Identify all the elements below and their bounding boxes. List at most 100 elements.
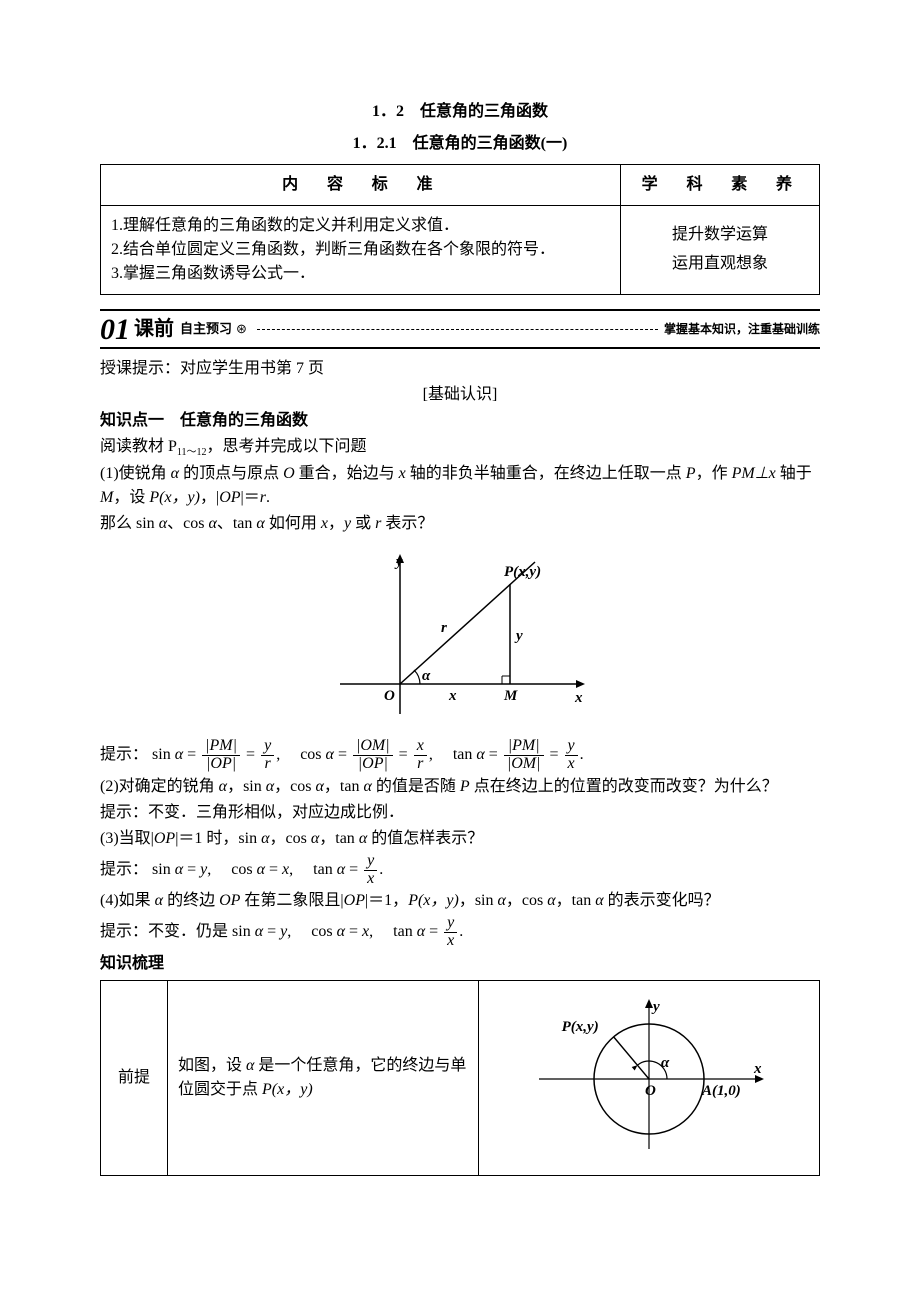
eq: =	[425, 923, 442, 940]
standards-table: 内 容 标 准 学 科 素 养 1.理解任意角的三角函数的定义并利用定义求值． …	[100, 164, 820, 295]
q4-text: 的表示变化吗？	[604, 892, 720, 909]
eq: =	[183, 861, 200, 878]
question-3: (3)当取|OP|＝1 时，sin α，cos α，tan α 的值怎样表示？	[100, 827, 820, 851]
knowledge-point-1: 知识点一 任意角的三角函数	[100, 409, 820, 433]
q4-text: |＝1，	[365, 892, 408, 909]
frac-OM-OP: |OM||OP|	[353, 738, 393, 773]
svg-text:O: O	[645, 1083, 656, 1099]
kb-row1-text: 如图，设 α 是一个任意角，它的终边与单位圆交于点 P(x，y)	[168, 980, 479, 1175]
sym-OP: OP	[154, 830, 175, 847]
question-2: (2)对确定的锐角 α，sin α，cos α，tan α 的值是否随 P 点在…	[100, 775, 820, 799]
eq: =	[183, 746, 200, 763]
sym-P: P	[460, 778, 470, 795]
sym-Pxy: P(x，y)	[262, 1081, 313, 1098]
answer-3: 提示： sin α = y, cos α = x, tan α = yx.	[100, 853, 820, 888]
comma: ,	[207, 861, 227, 878]
fn-tan: tan	[393, 923, 417, 940]
objective-1: 提升数学运算	[672, 226, 768, 243]
q1b-text: 如何用	[265, 515, 321, 532]
sym-alpha: α	[261, 830, 269, 847]
sym-alpha: α	[311, 830, 319, 847]
frac-y-x: yx	[565, 738, 578, 773]
std-header-2: 学 科 素 养	[621, 165, 820, 206]
fn-cos: cos	[231, 861, 256, 878]
sym-alpha: α	[155, 892, 163, 909]
q2-text: ，sin	[227, 778, 266, 795]
frac-x-r: xr	[414, 738, 427, 773]
svg-text:P(x,y): P(x,y)	[562, 1019, 599, 1035]
q1-text: 轴的非负半轴重合，在终边上任取一点	[406, 465, 686, 482]
comma: ,	[289, 861, 309, 878]
q1b-text: 那么 sin	[100, 515, 159, 532]
sym-alpha: α	[547, 892, 555, 909]
std-cell-content: 1.理解任意角的三角函数的定义并利用定义求值． 2.结合单位圆定义三角函数，判断…	[101, 206, 621, 295]
q1-text: 的顶点与原点	[179, 465, 283, 482]
sym-x: x	[321, 515, 328, 532]
kb-row1-figure: yxOP(x,y)αA(1,0)	[479, 980, 820, 1175]
svg-text:α: α	[422, 668, 431, 684]
fn-cos: cos	[300, 746, 325, 763]
question-1: (1)使锐角 α 的顶点与原点 O 重合，始边与 x 轴的非负半轴重合，在终边上…	[100, 462, 820, 510]
read-textbook-line: 阅读教材 P11～12，思考并完成以下问题	[100, 435, 820, 460]
eq: =	[242, 746, 259, 763]
kb-row1-label: 前提	[101, 980, 168, 1175]
section-title-2: 1．2.1 任意角的三角函数(一)	[100, 132, 820, 156]
eq: =	[395, 746, 412, 763]
svg-text:α: α	[661, 1055, 670, 1071]
sym-alpha: α	[255, 923, 263, 940]
q4-text: ，sin	[459, 892, 498, 909]
read-prefix: 阅读教材 P	[100, 438, 177, 455]
q1-text: 重合，始边与	[295, 465, 399, 482]
q2-text: 点在终边上的位置的改变而改变？为什么？	[470, 778, 778, 795]
sym-alpha: α	[417, 923, 425, 940]
q1b-text: 或	[351, 515, 375, 532]
fn-sin: sin	[232, 923, 255, 940]
svg-text:y: y	[651, 999, 660, 1015]
q3-text: (3)当取|	[100, 830, 154, 847]
svg-text:y: y	[514, 628, 523, 644]
sym-M: M	[100, 489, 113, 506]
frac-y-x: yx	[444, 915, 457, 950]
comma: ,	[287, 923, 307, 940]
frac-PM-OM: |PM||OM|	[504, 738, 544, 773]
comma: ,	[369, 923, 389, 940]
q1b-text: 、tan	[217, 515, 257, 532]
sym-alpha: α	[337, 861, 345, 878]
period: .	[459, 923, 463, 940]
comma: ,	[429, 746, 449, 763]
q4-text: ，tan	[556, 892, 596, 909]
unit-circle-svg: yxOP(x,y)αA(1,0)	[519, 989, 779, 1159]
sym-alpha: α	[208, 515, 216, 532]
frac-y-r: yr	[261, 738, 274, 773]
svg-text:P(x,y): P(x,y)	[504, 564, 541, 580]
preclass-word: 课前	[134, 314, 174, 344]
comma: ,	[276, 746, 296, 763]
sym-alpha: α	[257, 861, 265, 878]
sym-alpha: α	[159, 515, 167, 532]
sym-alpha: α	[256, 515, 264, 532]
read-suffix: ，思考并完成以下问题	[207, 438, 367, 455]
q3-text: ，tan	[319, 830, 359, 847]
answer-4: 提示：不变．仍是 sin α = y, cos α = x, tan α = y…	[100, 915, 820, 950]
sym-alpha: α	[363, 778, 371, 795]
q3-text: |＝1 时，sin	[175, 830, 261, 847]
fn-sin: sin	[152, 746, 175, 763]
question-1b: 那么 sin α、cos α、tan α 如何用 x，y 或 r 表示？	[100, 512, 820, 536]
q4-text: ，cos	[506, 892, 547, 909]
knowledge-summary-head: 知识梳理	[100, 952, 820, 976]
sym-alpha: α	[219, 778, 227, 795]
frac-y-x: yx	[364, 853, 377, 888]
q3-text: 的值怎样表示？	[367, 830, 483, 847]
svg-text:M: M	[503, 688, 518, 704]
preclass-arrow-icon: ⊛	[236, 319, 247, 339]
frac-PM-OP: |PM||OP|	[202, 738, 240, 773]
angle-diagram-svg: yxOP(x,y)ryxMα	[320, 544, 600, 724]
q2-text: ，tan	[324, 778, 364, 795]
sym-OP: OP	[219, 892, 240, 909]
period: .	[580, 746, 584, 763]
question-4: (4)如果 α 的终边 OP 在第二象限且|OP|＝1，P(x，y)，sin α…	[100, 889, 820, 913]
preclass-number: 01	[100, 307, 130, 352]
preclass-right-text: 掌握基本知识，注重基础训练	[664, 320, 820, 338]
period: .	[379, 861, 383, 878]
preclass-subtitle: 自主预习	[180, 319, 232, 339]
